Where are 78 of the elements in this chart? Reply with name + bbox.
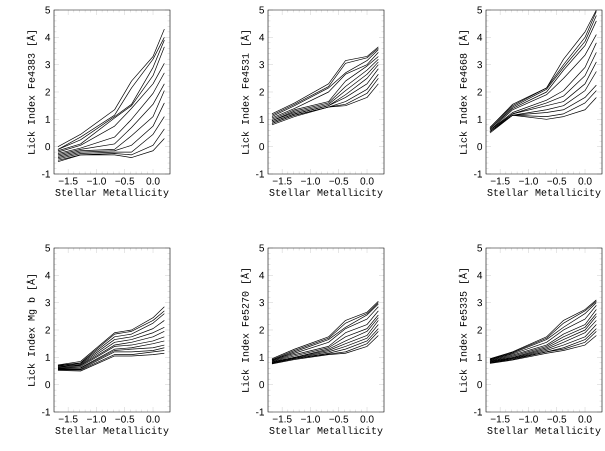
- x-tick-label: −1.0: [87, 178, 106, 185]
- x-axis-title: Stellar Metallicity: [269, 188, 383, 198]
- x-tick-label: 0.0: [146, 416, 160, 423]
- y-tick-label: -1: [474, 408, 482, 416]
- y-tick-label: 2: [45, 88, 50, 96]
- y-tick-label: 3: [259, 299, 264, 306]
- x-tick-label: −1.0: [87, 416, 106, 423]
- y-axis-title: Lick Index Fe4531 [Å]: [240, 31, 251, 154]
- x-tick-label: −1.5: [272, 416, 292, 423]
- y-tick-label: 2: [45, 326, 50, 334]
- y-tick-label: -1: [42, 408, 50, 416]
- y-tick-label: 2: [477, 326, 482, 334]
- y-tick-label: -1: [256, 170, 264, 178]
- y-tick-label: -1: [42, 170, 50, 178]
- y-tick-label: 4: [477, 34, 482, 41]
- y-tick-label: 4: [45, 272, 50, 279]
- y-tick-label: 4: [259, 34, 264, 41]
- y-tick-label: 0: [259, 381, 264, 388]
- y-tick-label: 0: [259, 143, 264, 150]
- x-tick-label: 0.0: [360, 416, 374, 423]
- y-tick-label: 2: [477, 88, 482, 96]
- x-tick-label: 0.0: [360, 178, 374, 185]
- y-axis-title: Lick Index Fe4668 [Å]: [458, 31, 469, 154]
- x-axis-title: Stellar Metallicity: [55, 188, 169, 198]
- x-tick-label: −1.5: [490, 416, 510, 423]
- x-tick-label: −0.5: [547, 416, 566, 423]
- x-axis-title: Stellar Metallicity: [487, 426, 601, 436]
- y-tick-label: 1: [46, 354, 50, 361]
- y-tick-label: 3: [45, 299, 50, 306]
- x-tick-label: −0.5: [547, 178, 566, 185]
- y-tick-label: 1: [260, 354, 264, 361]
- x-tick-label: 0.0: [146, 178, 160, 185]
- y-tick-label: 1: [478, 354, 482, 361]
- y-tick-label: 5: [45, 6, 50, 14]
- y-tick-label: 0: [477, 381, 482, 388]
- x-axis-title: Stellar Metallicity: [269, 426, 383, 436]
- y-tick-label: 5: [259, 6, 264, 14]
- y-axis-title: Lick Index Fe5335 [Å]: [458, 269, 469, 392]
- y-tick-label: 4: [477, 272, 482, 279]
- y-tick-label: 2: [259, 326, 264, 334]
- x-tick-label: −1.0: [519, 178, 538, 185]
- x-axis-title: Stellar Metallicity: [55, 426, 169, 436]
- x-tick-label: −1.0: [519, 416, 538, 423]
- x-tick-label: −0.5: [329, 178, 348, 185]
- y-tick-label: 5: [477, 6, 482, 14]
- y-tick-label: 1: [46, 116, 50, 123]
- y-axis-title: Lick Index Mg b [Å]: [26, 275, 37, 386]
- x-tick-label: −1.0: [301, 416, 320, 423]
- y-tick-label: 5: [477, 244, 482, 252]
- y-tick-label: -1: [256, 408, 264, 416]
- y-tick-label: 3: [259, 61, 264, 68]
- y-tick-label: 0: [45, 143, 50, 150]
- y-tick-label: 0: [45, 381, 50, 388]
- y-tick-label: 5: [259, 244, 264, 252]
- x-tick-label: 0.0: [578, 178, 592, 185]
- x-axis-title: Stellar Metallicity: [487, 188, 601, 198]
- y-tick-label: 0: [477, 143, 482, 150]
- y-tick-label: 1: [260, 116, 264, 123]
- x-tick-label: −0.5: [115, 416, 134, 423]
- y-tick-label: 3: [477, 61, 482, 68]
- x-tick-label: −1.0: [301, 178, 320, 185]
- y-tick-label: 3: [45, 61, 50, 68]
- y-tick-label: 4: [45, 34, 50, 41]
- x-tick-label: −1.5: [272, 178, 292, 185]
- y-tick-label: 3: [477, 299, 482, 306]
- x-tick-label: −1.5: [490, 178, 510, 185]
- y-tick-label: -1: [474, 170, 482, 178]
- x-tick-label: 0.0: [578, 416, 592, 423]
- y-axis-title: Lick Index Fe5270 [Å]: [240, 269, 251, 392]
- y-tick-label: 1: [478, 116, 482, 123]
- x-tick-label: −1.5: [58, 416, 78, 423]
- y-tick-label: 5: [45, 244, 50, 252]
- x-tick-label: −0.5: [115, 178, 134, 185]
- y-tick-label: 2: [259, 88, 264, 96]
- y-axis-title: Lick Index Fe4383 [Å]: [26, 31, 37, 154]
- x-tick-label: −1.5: [58, 178, 78, 185]
- x-tick-label: −0.5: [329, 416, 348, 423]
- y-tick-label: 4: [259, 272, 264, 279]
